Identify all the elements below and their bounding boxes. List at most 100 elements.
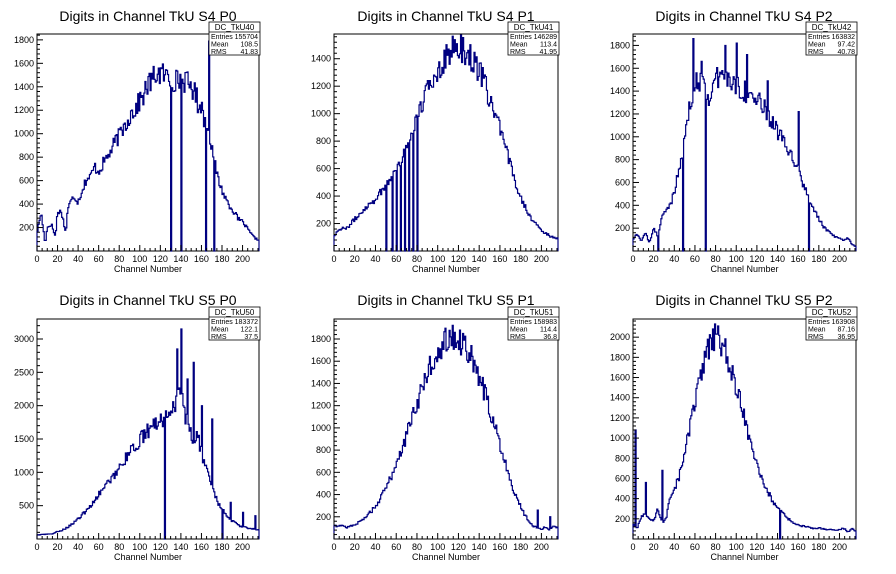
stats-label: RMS [808, 49, 824, 56]
stats-value: 36.8 [543, 334, 557, 341]
x-tick-label: 180 [214, 542, 229, 552]
histogram-panel: Digits in Channel TkU S5 P2 0 20 40 60 80 100 1… [610, 292, 858, 562]
stats-label: Entries [510, 34, 532, 41]
x-axis-title: Channel Number [412, 552, 480, 562]
x-tick-label: 20 [649, 254, 659, 264]
stats-value: 97.42 [837, 42, 855, 49]
x-tick-label: 60 [690, 542, 700, 552]
x-tick-label: 80 [412, 542, 422, 552]
stats-value: 146289 [534, 34, 557, 41]
y-tick-label: 800 [615, 155, 630, 165]
x-tick-label: 0 [34, 254, 39, 264]
stats-name: DC_TkU41 [514, 23, 554, 32]
x-tick-label: 60 [391, 254, 401, 264]
y-tick-label: 600 [316, 467, 331, 477]
stats-value: 37.5 [244, 334, 258, 341]
y-tick-label: 1400 [610, 393, 630, 403]
y-tick-label: 800 [316, 136, 331, 146]
y-tick-label: 2000 [14, 401, 34, 411]
x-tick-label: 20 [53, 542, 63, 552]
y-tick-label: 1000 [311, 423, 331, 433]
stats-label: Entries [808, 34, 830, 41]
y-tick-label: 1400 [311, 378, 331, 388]
stats-label: RMS [211, 49, 227, 56]
y-tick-label: 1000 [311, 109, 331, 119]
stats-label: RMS [510, 334, 526, 341]
x-tick-label: 40 [669, 254, 679, 264]
stats-box [208, 306, 261, 341]
stats-label: Mean [211, 42, 229, 49]
x-tick-label: 40 [73, 254, 83, 264]
x-axis-title: Channel Number [114, 552, 182, 562]
y-tick-label: 400 [316, 191, 331, 201]
x-tick-label: 40 [73, 542, 83, 552]
x-tick-label: 160 [791, 542, 806, 552]
panel-title: Digits in Channel TkU S5 P2 [655, 292, 832, 308]
x-tick-label: 180 [811, 542, 826, 552]
y-tick-label: 500 [19, 501, 34, 511]
x-tick-label: 140 [472, 254, 487, 264]
x-tick-label: 120 [153, 254, 168, 264]
x-axis-title: Channel Number [710, 264, 778, 274]
panel-title: Digits in Channel TkU S4 P1 [357, 8, 534, 24]
y-tick-label: 200 [615, 514, 630, 524]
y-tick-label: 1400 [610, 86, 630, 96]
x-tick-label: 80 [114, 254, 124, 264]
x-tick-label: 120 [153, 542, 168, 552]
y-tick-label: 1200 [610, 413, 630, 423]
stats-label: RMS [211, 334, 227, 341]
y-tick-label: 1400 [311, 54, 331, 64]
x-tick-label: 160 [492, 254, 507, 264]
x-tick-label: 100 [430, 542, 445, 552]
x-tick-label: 200 [235, 254, 250, 264]
x-tick-label: 0 [630, 542, 635, 552]
y-tick-label: 800 [316, 445, 331, 455]
stats-label: RMS [510, 49, 526, 56]
y-tick-label: 400 [19, 199, 34, 209]
y-tick-label: 1400 [14, 82, 34, 92]
y-tick-label: 1500 [14, 434, 34, 444]
y-tick-label: 1200 [14, 105, 34, 115]
plot-frame [36, 33, 260, 252]
stats-name: DC_TkU40 [215, 23, 255, 32]
x-tick-label: 40 [669, 542, 679, 552]
x-tick-label: 120 [749, 542, 764, 552]
stats-label: Entries [211, 319, 233, 326]
histogram-panel: Digits in Channel TkU S4 P1 0 20 40 60 80 100 1… [311, 8, 560, 274]
y-tick-label: 1600 [14, 58, 34, 68]
y-tick-label: 1600 [610, 373, 630, 383]
y-tick-label: 1200 [610, 109, 630, 119]
x-tick-label: 60 [391, 542, 401, 552]
stats-value: 36.95 [837, 334, 855, 341]
y-tick-label: 3000 [14, 334, 34, 344]
y-tick-label: 200 [316, 219, 331, 229]
histogram-series [632, 37, 857, 252]
histogram-panel: Digits in Channel TkU S5 P0 0 20 40 60 80 100 1… [14, 292, 261, 562]
x-tick-label: 180 [513, 254, 528, 264]
y-tick-label: 1800 [610, 352, 630, 362]
plot-frame [632, 33, 857, 252]
x-tick-label: 200 [832, 542, 847, 552]
x-axis-title: Channel Number [710, 552, 778, 562]
y-tick-label: 600 [316, 164, 331, 174]
panel-title: Digits in Channel TkU S5 P1 [357, 292, 534, 308]
histogram-series [333, 34, 559, 252]
stats-label: Mean [510, 42, 528, 49]
x-tick-label: 20 [649, 542, 659, 552]
x-tick-label: 180 [811, 254, 826, 264]
stats-label: Mean [510, 327, 528, 334]
stats-value: 155704 [235, 34, 258, 41]
x-tick-label: 100 [729, 254, 744, 264]
y-tick-label: 1000 [610, 132, 630, 142]
y-tick-label: 1800 [610, 40, 630, 50]
y-tick-label: 200 [19, 223, 34, 233]
y-tick-label: 1800 [311, 334, 331, 344]
stats-label: Entries [510, 319, 532, 326]
stats-value: 163832 [832, 34, 855, 41]
x-tick-label: 60 [94, 254, 104, 264]
x-tick-label: 160 [492, 542, 507, 552]
x-axis-title: Channel Number [114, 264, 182, 274]
x-tick-label: 200 [832, 254, 847, 264]
y-tick-label: 1200 [311, 401, 331, 411]
